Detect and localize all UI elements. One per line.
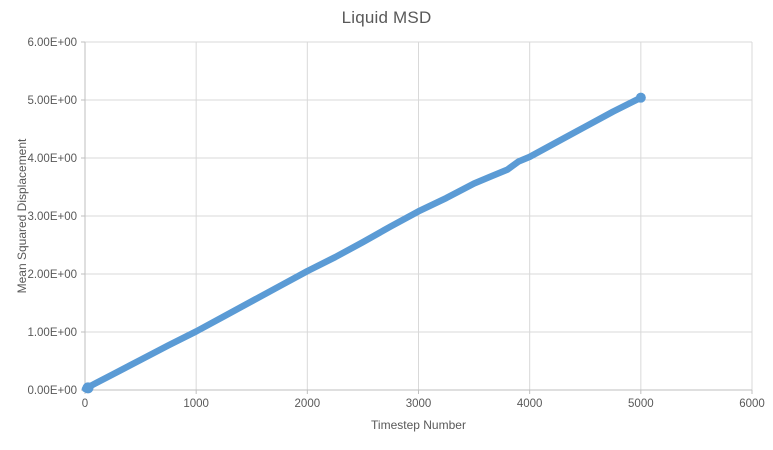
y-tick-label: 3.00E+00 [27, 211, 77, 223]
x-axis-title: Timestep Number [371, 418, 466, 432]
x-tick-label: 2000 [295, 398, 321, 410]
x-tick-label: 6000 [739, 398, 765, 410]
x-tick-label: 3000 [406, 398, 432, 410]
y-tick-label: 0.00E+00 [27, 385, 77, 397]
y-tick-label: 4.00E+00 [27, 153, 77, 165]
y-tick-label: 6.00E+00 [27, 37, 77, 49]
x-tick-label: 5000 [628, 398, 654, 410]
series-end-marker [635, 92, 646, 103]
y-tick-label: 1.00E+00 [27, 327, 77, 339]
data-series-line [81, 94, 645, 393]
y-tick-label: 5.00E+00 [27, 95, 77, 107]
x-tick-label: 1000 [183, 398, 209, 410]
x-tick-label: 0 [82, 398, 88, 410]
y-tick-label: 2.00E+00 [27, 269, 77, 281]
x-tick-label: 4000 [517, 398, 543, 410]
y-axis-title: Mean Squared Displacement [15, 138, 29, 294]
series-start-marker [82, 382, 94, 394]
chart-title: Liquid MSD [341, 8, 432, 27]
